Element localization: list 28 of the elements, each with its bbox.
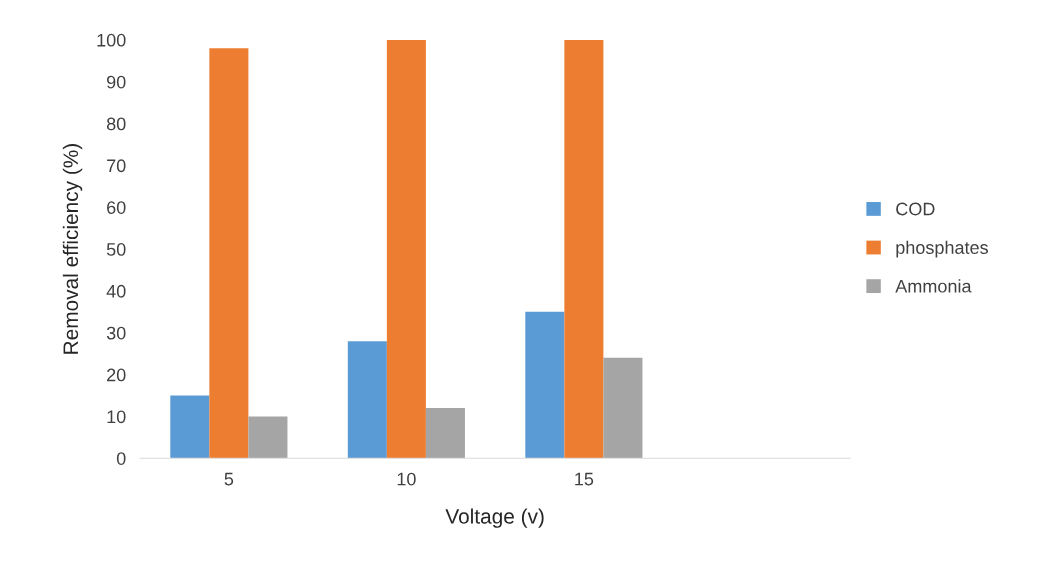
y-tick-label: 20 [107, 368, 126, 382]
legend-label: Ammonia [895, 279, 972, 293]
y-tick-label: 60 [107, 201, 126, 214]
y-tick-label: 90 [107, 75, 126, 89]
legend-label: COD [896, 202, 935, 216]
y-tick-label: 70 [107, 159, 126, 173]
x-tick-label: 10 [397, 472, 416, 486]
legend-label: phosphates [896, 240, 988, 258]
y-tick-label: 0 [116, 452, 126, 465]
y-tick-label: 50 [106, 243, 126, 256]
bar [525, 311, 565, 459]
bar [170, 395, 210, 459]
y-axis-title: Removal efficiency (%) [62, 144, 83, 354]
bar [347, 341, 387, 459]
x-tick-label: 5 [224, 472, 234, 486]
y-tick-label: 10 [107, 410, 126, 424]
y-tick-label: 80 [106, 117, 126, 131]
bar [603, 357, 643, 459]
y-tick-label: 30 [106, 326, 126, 340]
bar [248, 416, 288, 459]
bar [425, 408, 465, 459]
x-tick-label: 15 [575, 472, 594, 486]
bar [386, 39, 426, 459]
y-tick-label: 40 [106, 284, 126, 298]
y-tick-label: 100 [97, 33, 126, 47]
bar [209, 48, 249, 459]
x-axis-title: Voltage (v) [445, 508, 544, 528]
bar [564, 39, 604, 459]
